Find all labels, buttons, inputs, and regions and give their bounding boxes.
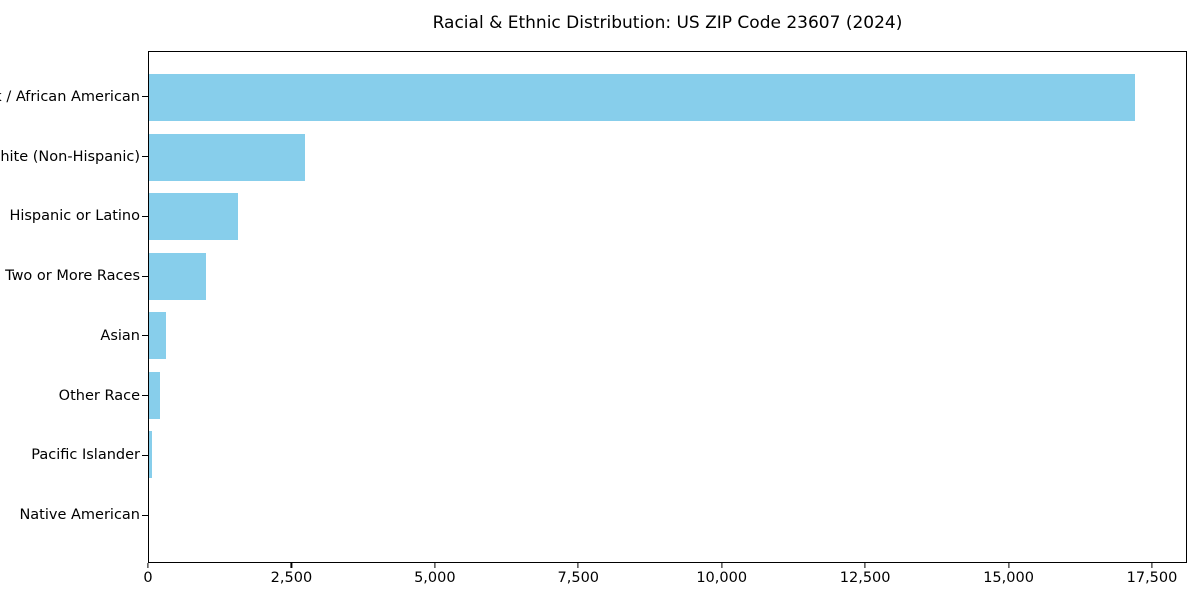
y-axis-label-white-non-hispanic: White (Non-Hispanic) (0, 148, 140, 165)
y-axis-labels: Black / African American White (Non-Hispa… (0, 51, 140, 563)
bar-row-hispanic-or-latino (149, 187, 1186, 247)
bar-other-race (149, 371, 160, 419)
x-tick-label: 7,500 (557, 570, 600, 586)
x-tick-label: 5,000 (414, 570, 456, 586)
x-tick-mark (434, 563, 436, 568)
chart-title: Racial & Ethnic Distribution: US ZIP Cod… (432, 13, 903, 33)
y-axis-label-asian: Asian (100, 327, 140, 344)
y-axis-label-pacific-islander: Pacific Islander (31, 447, 140, 464)
x-tick-mark (1151, 563, 1153, 568)
y-tick-mark (142, 96, 148, 98)
y-axis-label-native-american: Native American (19, 507, 140, 524)
y-tick-mark (142, 454, 148, 456)
bar-row-white-non-hispanic (149, 128, 1186, 188)
x-tick-label: 15,000 (983, 570, 1034, 586)
y-axis-label-black-african-american: Black / African American (0, 88, 140, 105)
x-tick-mark (721, 563, 723, 568)
bar-row-native-american (149, 485, 1186, 545)
x-tick-mark (864, 563, 866, 568)
bar-row-other-race (149, 366, 1186, 426)
y-axis-label-other-race: Other Race (58, 387, 140, 404)
bar-row-asian (149, 306, 1186, 366)
bar-hispanic-or-latino (149, 193, 239, 241)
y-axis-label-hispanic-or-latino: Hispanic or Latino (9, 208, 140, 225)
y-tick-mark (142, 514, 148, 516)
x-tick-label: 2,500 (270, 570, 313, 586)
bar-two-or-more-races (149, 252, 207, 300)
y-tick-mark (142, 335, 148, 337)
x-tick-mark (1007, 563, 1010, 568)
y-axis-ticks (142, 51, 148, 563)
x-tick-mark (577, 563, 579, 568)
bar-white-non-hispanic (149, 133, 306, 181)
x-tick-label: 17,500 (1126, 570, 1178, 586)
y-axis-label-two-or-more-races: Two or More Races (5, 268, 140, 285)
y-tick-mark (142, 275, 148, 277)
bar-row-pacific-islander (149, 425, 1186, 485)
bar-pacific-islander (149, 431, 152, 479)
y-tick-mark (142, 156, 148, 158)
y-tick-mark (142, 395, 148, 397)
x-tick-label: 0 (143, 570, 153, 586)
x-tick-label: 12,500 (839, 570, 891, 586)
x-tick-label: 10,000 (696, 570, 748, 586)
bar-row-black-african-american (149, 68, 1186, 128)
y-tick-mark (142, 215, 148, 217)
x-axis: 0 2,500 5,000 7,500 10,000 12,500 15,000 17,500 (143, 563, 1187, 595)
bar-black-african-american (149, 74, 1136, 122)
plot-area (148, 51, 1187, 563)
x-tick-mark (290, 563, 293, 568)
x-tick-mark (147, 563, 149, 568)
bar-asian (149, 312, 167, 360)
bar-row-two-or-more-races (149, 247, 1186, 307)
bar-rows (149, 68, 1186, 544)
